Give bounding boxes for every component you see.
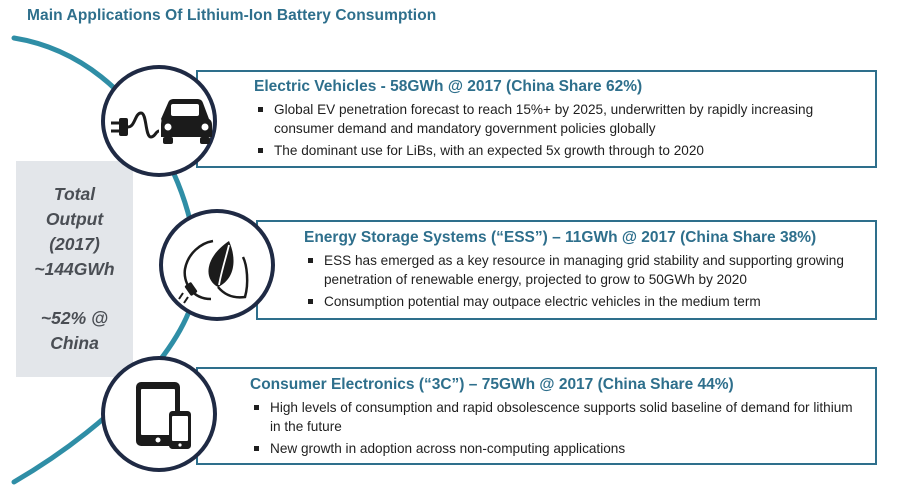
list-item: The dominant use for LiBs, with an expec… <box>254 141 865 160</box>
ce-panel: Consumer Electronics (“3C”) – 75GWh @ 20… <box>196 367 877 465</box>
ce-panel-title: Consumer Electronics (“3C”) – 75GWh @ 20… <box>250 376 734 393</box>
list-item: ESS has emerged as a key resource in man… <box>304 251 865 289</box>
page-title: Main Applications Of Lithium-Ion Battery… <box>27 7 437 24</box>
summary-line: ~52% @ <box>40 308 109 328</box>
ess-panel: Energy Storage Systems (“ESS”) – 11GWh @… <box>256 220 877 320</box>
tablet-phone-icon <box>101 356 217 472</box>
summary-line: (2017) <box>49 234 100 254</box>
electric-car-plug-icon <box>101 65 217 177</box>
ev-bullet-list: Global EV penetration forecast to reach … <box>254 100 865 160</box>
leaf-plug-icon <box>159 209 275 321</box>
summary-line: Output <box>45 209 104 229</box>
list-item: High levels of consumption and rapid obs… <box>250 398 865 436</box>
total-output-summary: Total Output (2017) ~144GWh ~52% @ China <box>16 161 133 377</box>
list-item: Global EV penetration forecast to reach … <box>254 100 865 138</box>
summary-line: ~144GWh <box>34 259 115 279</box>
ce-bullet-list: High levels of consumption and rapid obs… <box>250 398 865 458</box>
list-item: New growth in adoption across non-comput… <box>250 439 865 458</box>
summary-line: Total <box>53 184 96 204</box>
ev-panel-title: Electric Vehicles - 58GWh @ 2017 (China … <box>254 78 643 95</box>
ess-bullet-list: ESS has emerged as a key resource in man… <box>304 251 865 311</box>
ev-panel: Electric Vehicles - 58GWh @ 2017 (China … <box>196 70 877 168</box>
list-item: Consumption potential may outpace electr… <box>304 292 865 311</box>
ess-panel-title: Energy Storage Systems (“ESS”) – 11GWh @… <box>304 229 817 246</box>
summary-line: China <box>50 333 99 353</box>
